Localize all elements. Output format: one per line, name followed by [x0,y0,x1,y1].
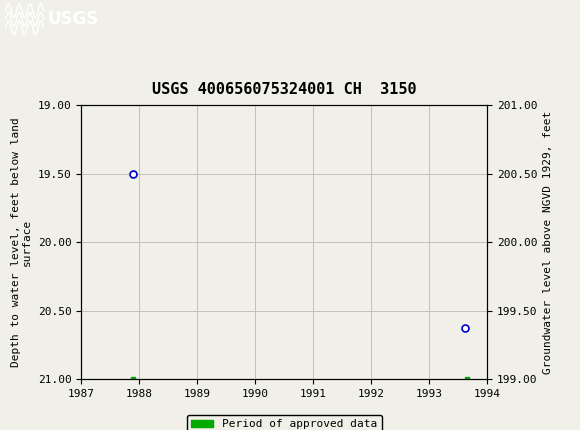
Y-axis label: Groundwater level above NGVD 1929, feet: Groundwater level above NGVD 1929, feet [543,111,553,374]
Title: USGS 400656075324001 CH  3150: USGS 400656075324001 CH 3150 [152,82,416,97]
Y-axis label: Depth to water level, feet below land
surface: Depth to water level, feet below land su… [10,117,32,367]
Text: USGS: USGS [48,10,99,28]
Legend: Period of approved data: Period of approved data [187,415,382,430]
